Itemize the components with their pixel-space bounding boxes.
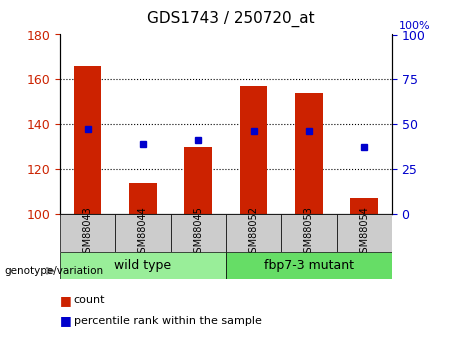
FancyBboxPatch shape	[60, 214, 115, 252]
Text: count: count	[74, 295, 105, 305]
Bar	[350, 198, 378, 214]
Text: GSM88044: GSM88044	[138, 207, 148, 259]
Text: GSM88053: GSM88053	[304, 206, 314, 259]
Text: percentile rank within the sample: percentile rank within the sample	[74, 316, 262, 326]
Bar	[184, 147, 212, 214]
FancyBboxPatch shape	[226, 252, 392, 279]
Bar	[240, 86, 267, 214]
FancyBboxPatch shape	[226, 214, 281, 252]
Text: GSM88043: GSM88043	[83, 207, 93, 259]
Bar	[295, 93, 323, 214]
FancyBboxPatch shape	[171, 214, 226, 252]
FancyBboxPatch shape	[115, 214, 171, 252]
Text: GSM88054: GSM88054	[359, 206, 369, 259]
Text: ■: ■	[60, 294, 71, 307]
Text: GSM88052: GSM88052	[248, 206, 259, 259]
Bar	[129, 183, 157, 214]
Text: wild type: wild type	[114, 259, 171, 272]
Text: genotype/variation: genotype/variation	[5, 266, 104, 276]
FancyBboxPatch shape	[281, 214, 337, 252]
FancyBboxPatch shape	[337, 214, 392, 252]
Text: GDS1743 / 250720_at: GDS1743 / 250720_at	[147, 10, 314, 27]
Text: ■: ■	[60, 314, 71, 327]
Text: fbp7-3 mutant: fbp7-3 mutant	[264, 259, 354, 272]
Text: 100%: 100%	[398, 21, 430, 31]
Text: GSM88045: GSM88045	[193, 206, 203, 259]
FancyBboxPatch shape	[60, 252, 226, 279]
Bar	[74, 66, 101, 214]
